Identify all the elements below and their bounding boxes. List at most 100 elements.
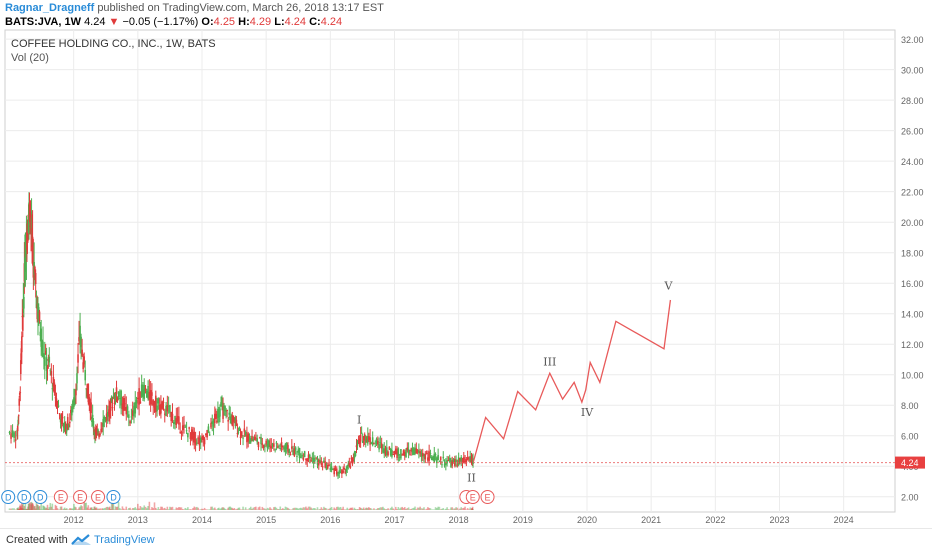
candle-body [113,402,116,404]
candle-body [371,437,374,446]
volume-bar [63,507,66,510]
candle-body [402,450,405,456]
candle-body [91,414,94,418]
earnings-marker[interactable]: E [53,490,68,504]
price-axis[interactable]: 2.004.006.008.0010.0012.0014.0016.0018.0… [901,35,924,503]
earnings-marker[interactable]: E [91,490,106,504]
candle-body [124,403,126,405]
dividend-marker[interactable]: D [33,490,48,504]
x-tick-label: 2013 [128,515,148,525]
volume-bar [380,507,383,510]
candle-body [273,443,275,447]
earnings-marker[interactable]: E [73,490,88,504]
candle-body [375,438,378,444]
author-link[interactable]: Ragnar_Dragneff [5,2,95,14]
candle-body [207,426,210,433]
candle-body [416,449,419,453]
tradingview-brand-link[interactable]: TradingView [94,534,155,546]
volume-bar [348,508,351,510]
candle-body [157,398,160,404]
y-tick-label: 22.00 [901,188,924,198]
candle-body [88,397,91,406]
event-circle [480,490,495,504]
volume-bar [28,502,31,510]
dividend-marker[interactable]: D [17,490,32,504]
candle-body [226,410,228,412]
volume-bar [147,506,149,510]
candle-body [189,432,192,440]
volume-bar [247,509,249,510]
volume-bar [267,508,270,510]
volume-bar [433,509,436,510]
volume-bar [464,506,466,510]
volume-bars [8,501,474,510]
volume-bar [24,509,26,510]
volume-bar [214,507,216,510]
candle-body [108,409,110,415]
candle-body [319,459,321,464]
dividend-marker[interactable]: D [106,490,121,504]
volume-bar [185,508,188,510]
volume-bar [244,507,247,510]
price-chart[interactable]: 2.004.006.008.0010.0012.0014.0016.0018.0… [0,0,932,528]
candle-body [405,450,407,458]
candle-body [92,421,95,429]
volume-bar [349,507,352,510]
volume-bar [374,509,377,510]
candle-body [341,469,343,474]
candle-body [264,445,266,447]
candle-body [409,454,411,456]
volume-bar [103,508,106,510]
candle-body [442,456,445,459]
y-tick-label: 8.00 [901,401,919,411]
candle-body [185,430,188,432]
candle-body [448,458,451,462]
time-axis[interactable]: 2012 2013 2014 2015 2016 2017 2018 2019 2020 2021… [64,515,854,525]
candle-body [86,383,89,397]
earnings-marker[interactable]: E [465,490,480,504]
candle-body [215,413,217,419]
volume-bar [85,502,88,510]
candle-body [398,456,401,458]
volume-bar [108,507,110,510]
candle-body [350,457,353,460]
volume-bar [201,508,203,510]
volume-bar [22,501,25,510]
candle-body [61,416,64,419]
volume-bar [344,509,347,510]
candle-body [421,452,424,457]
candle-body [66,417,69,430]
y-tick-label: 14.00 [901,310,924,320]
last-price-badge-label: 4.24 [901,458,919,468]
candle-body [99,434,101,436]
candle-body [60,413,63,425]
volume-bar [378,507,380,510]
candle-body [129,421,131,424]
volume-bar [22,508,24,510]
dividend-marker[interactable]: D [1,490,16,504]
candle-body [233,418,236,421]
volume-bar [21,504,24,510]
candle-body [180,432,183,434]
volume-bar [469,507,472,510]
volume-bar [57,509,60,510]
volume-legend: Vol (20) [11,52,49,64]
event-label: E [485,493,491,503]
volume-bar [32,504,35,510]
earnings-marker[interactable]: E [480,490,495,504]
candle-body [466,457,469,460]
candle-body [84,369,87,381]
candle-body [244,431,247,437]
candle-body [109,398,112,411]
volume-bar [334,508,337,510]
candle-body [379,442,382,444]
candle-body [85,388,88,390]
volume-bar [126,509,129,510]
volume-bar [193,506,196,510]
candle-body [174,415,176,422]
candle-body [452,459,455,462]
volume-bar [291,509,293,510]
x-tick-label: 2017 [384,515,404,525]
volume-bar [251,508,253,510]
